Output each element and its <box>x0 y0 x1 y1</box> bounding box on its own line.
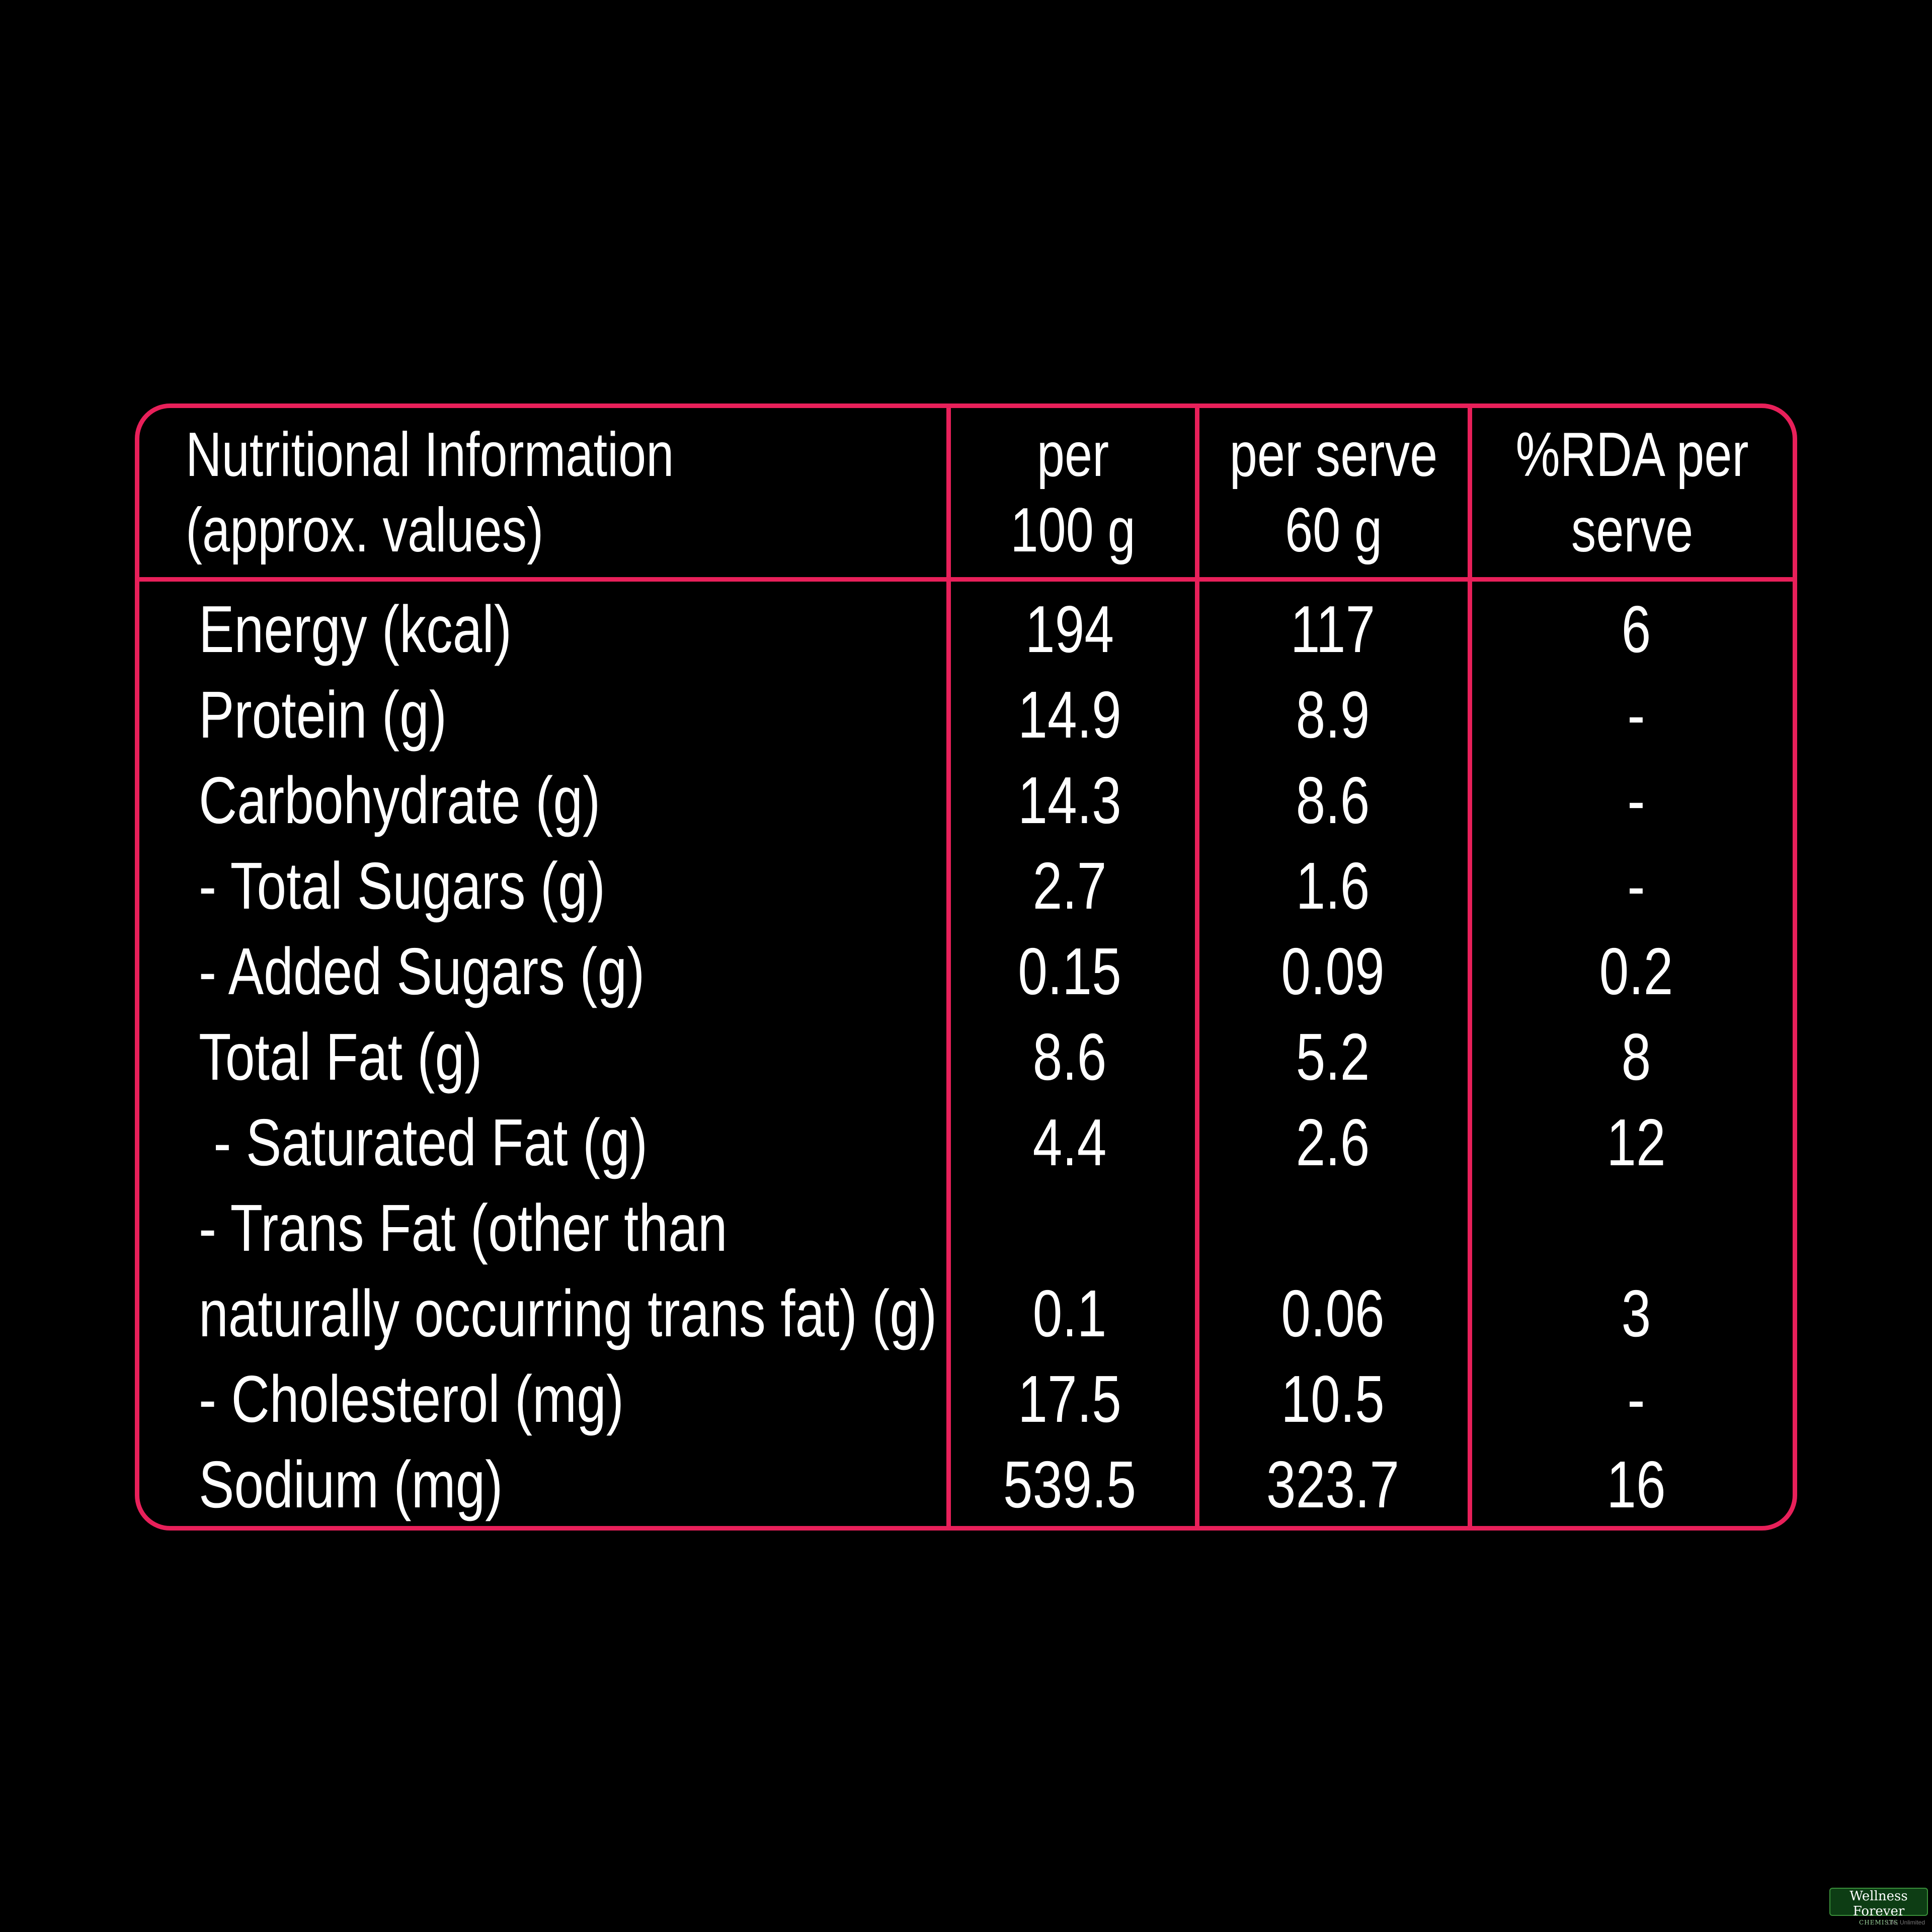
table-row: Energy (kcal) 194 117 6 <box>139 587 1793 672</box>
nutrient-label: - Added Sugars (g) <box>199 934 645 1008</box>
table-row: - Added Sugars (g) 0.15 0.09 0.2 <box>139 929 1793 1014</box>
rda-value: 8 <box>1621 1020 1651 1094</box>
nutrient-label-line1: - Trans Fat (other than <box>199 1191 728 1265</box>
column-divider <box>946 408 951 1526</box>
header-per-serve-line2: 60 g <box>1284 496 1383 565</box>
nutrient-label: - Total Sugars (g) <box>199 849 605 923</box>
nutrient-label: - Cholesterol (mg) <box>199 1362 624 1436</box>
table-row: - Trans Fat (other than naturally occurr… <box>139 1185 1793 1356</box>
nutrient-label-line2: naturally occurring trans fat) (g) <box>199 1276 937 1350</box>
per-serve-value: 1.6 <box>1296 849 1370 923</box>
per-serve-value: 8.6 <box>1296 763 1370 837</box>
header-nutritional-information: Nutritional Information (approx. values) <box>186 408 674 577</box>
header-rda-line1: %RDA per <box>1515 420 1749 490</box>
per-100g-value: 0.1 <box>1032 1276 1107 1350</box>
nutrient-label: Protein (g) <box>199 678 447 752</box>
per-100g-value: 14.3 <box>1018 763 1121 837</box>
per-100g-value: 8.6 <box>1032 1020 1107 1094</box>
rda-value: 0.2 <box>1599 934 1673 1008</box>
per-100g-value: 2.7 <box>1032 849 1107 923</box>
rda-value: 12 <box>1606 1105 1666 1179</box>
nutrient-label: Energy (kcal) <box>199 592 512 666</box>
logo-brand: Wellness Forever <box>1849 1889 1908 1919</box>
per-100g-value: 17.5 <box>1018 1362 1121 1436</box>
logo-sub: CHEMISTS <box>1859 1919 1898 1926</box>
nutrient-label: - Saturated Fat (g) <box>199 1105 648 1179</box>
rda-value: 16 <box>1606 1447 1666 1521</box>
header-title-line2: (approx. values) <box>186 496 544 565</box>
column-divider <box>1195 408 1199 1526</box>
nutrient-label: - Trans Fat (other than naturally occurr… <box>199 1185 937 1356</box>
table-row: - Total Sugars (g) 2.7 1.6 - <box>139 843 1793 929</box>
rda-value: - <box>1627 1362 1645 1436</box>
table-row: Carbohydrate (g) 14.3 8.6 - <box>139 758 1793 843</box>
per-100g-value: 4.4 <box>1032 1105 1107 1179</box>
wellness-forever-logo: Wellness Forever CHEMISTS Life, Unlimite… <box>1829 1888 1928 1926</box>
nutrient-label: Carbohydrate (g) <box>199 763 601 837</box>
per-serve-value: 2.6 <box>1296 1105 1370 1179</box>
header-rda: %RDA per serve <box>1504 408 1760 577</box>
per-100g-value: 539.5 <box>1003 1447 1137 1521</box>
header-title-line1: Nutritional Information <box>186 420 674 490</box>
column-divider <box>1468 408 1472 1526</box>
per-serve-value: 8.9 <box>1296 678 1370 752</box>
rda-value: 6 <box>1621 592 1651 666</box>
per-serve-value: 323.7 <box>1266 1447 1400 1521</box>
table-row: Protein (g) 14.9 8.9 - <box>139 672 1793 758</box>
rda-value: - <box>1627 678 1645 752</box>
header-per-100g-line2: 100 g <box>1010 496 1136 565</box>
header-divider <box>139 577 1793 582</box>
nutrition-table: Nutritional Information (approx. values)… <box>135 404 1797 1531</box>
per-100g-value: 194 <box>1025 592 1114 666</box>
header-per-serve-line1: per serve <box>1229 420 1438 490</box>
per-serve-value: 0.06 <box>1281 1276 1385 1350</box>
per-100g-value: 14.9 <box>1018 678 1121 752</box>
header-per-100g: per 100 g <box>976 408 1171 577</box>
table-row: Sodium (mg) 539.5 323.7 16 <box>139 1442 1793 1527</box>
table-row: - Saturated Fat (g) 4.4 2.6 12 <box>139 1100 1793 1185</box>
table-row: - Cholesterol (mg) 17.5 10.5 - <box>139 1356 1793 1442</box>
header-per-100g-line1: per <box>1036 420 1109 490</box>
rda-value: - <box>1627 763 1645 837</box>
nutrient-label: Total Fat (g) <box>199 1020 482 1094</box>
logo-tagline: Life, Unlimited <box>1886 1919 1925 1926</box>
rda-value: - <box>1627 849 1645 923</box>
nutrient-label: Sodium (mg) <box>199 1447 503 1521</box>
header-per-serve: per serve 60 g <box>1226 408 1440 577</box>
per-serve-value: 117 <box>1290 592 1376 666</box>
per-serve-value: 0.09 <box>1281 934 1385 1008</box>
per-serve-value: 10.5 <box>1281 1362 1385 1436</box>
per-serve-value: 5.2 <box>1296 1020 1370 1094</box>
table-row: Total Fat (g) 8.6 5.2 8 <box>139 1014 1793 1100</box>
header-rda-line2: serve <box>1571 496 1694 565</box>
rda-value: 3 <box>1621 1276 1651 1350</box>
per-100g-value: 0.15 <box>1018 934 1121 1008</box>
